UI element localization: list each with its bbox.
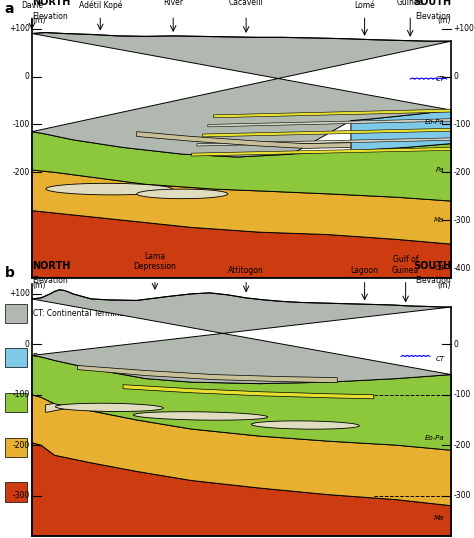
Text: -200: -200 — [454, 441, 471, 450]
Text: Eo-Pa: Eo-Pa — [425, 119, 445, 125]
Text: +100: +100 — [454, 24, 474, 33]
Polygon shape — [32, 395, 451, 506]
Text: SOUTH: SOUTH — [413, 0, 451, 7]
Text: Elevation: Elevation — [416, 276, 451, 285]
Text: -100: -100 — [454, 390, 471, 399]
Polygon shape — [137, 132, 351, 148]
Polygon shape — [123, 385, 374, 399]
Text: Elevation: Elevation — [32, 276, 68, 285]
Polygon shape — [208, 119, 451, 127]
Polygon shape — [191, 147, 451, 156]
Text: Adétil Kopé: Adétil Kopé — [79, 0, 122, 10]
Text: Eo: Eocene: Eo: Eocene — [33, 353, 75, 362]
Polygon shape — [32, 290, 451, 384]
Text: Ma: Ma — [434, 515, 445, 521]
Text: CT: CT — [435, 357, 445, 363]
Text: +100: +100 — [9, 289, 29, 299]
Text: Pa: Pa — [436, 167, 445, 173]
Bar — [5, 393, 27, 412]
Text: Eo-Pa: Eo-Pa — [425, 435, 445, 441]
Polygon shape — [32, 356, 451, 450]
Polygon shape — [32, 443, 451, 536]
Text: Elevation: Elevation — [32, 12, 68, 21]
Text: -200: -200 — [12, 441, 29, 450]
Polygon shape — [197, 138, 451, 146]
Text: a: a — [5, 2, 14, 16]
Text: b: b — [5, 266, 14, 280]
Text: CT: CT — [435, 76, 445, 82]
Polygon shape — [32, 33, 451, 157]
Text: 0: 0 — [273, 528, 277, 537]
Polygon shape — [46, 386, 319, 413]
Text: CT: Continental Terminal: CT: Continental Terminal — [33, 309, 127, 317]
Text: 0: 0 — [454, 340, 458, 349]
Bar — [190, 348, 212, 367]
Text: -100: -100 — [12, 390, 29, 399]
Text: Lomé: Lomé — [354, 1, 375, 10]
Bar — [190, 393, 212, 412]
Text: -100: -100 — [12, 120, 29, 129]
Text: Agouényivé
Cacavelli: Agouényivé Cacavelli — [224, 0, 269, 7]
Text: -200: -200 — [454, 168, 471, 177]
Text: Ma: Ma — [434, 217, 445, 223]
Text: Lagoon: Lagoon — [351, 266, 379, 275]
Bar — [190, 438, 212, 457]
Text: Lama
Depression: Lama Depression — [134, 252, 176, 271]
Text: -100: -100 — [454, 120, 471, 129]
Text: (m): (m) — [32, 16, 46, 25]
Bar — [190, 303, 212, 323]
Text: (m): (m) — [438, 281, 451, 290]
Text: CB: Crystalline basement: CB: Crystalline basement — [33, 487, 130, 497]
Text: -300: -300 — [454, 216, 471, 225]
Text: 5 km: 5 km — [365, 528, 384, 537]
Polygon shape — [32, 211, 451, 278]
Polygon shape — [351, 110, 451, 151]
Polygon shape — [202, 128, 451, 137]
Text: 0: 0 — [25, 72, 29, 81]
Text: Gulf of
Guinea: Gulf of Guinea — [392, 256, 419, 275]
Text: -200: -200 — [12, 168, 29, 177]
Text: -300: -300 — [12, 491, 29, 500]
Text: NORTH: NORTH — [32, 0, 70, 7]
Polygon shape — [213, 109, 451, 118]
Text: Zio
River: Zio River — [163, 0, 183, 7]
Polygon shape — [137, 189, 228, 199]
Text: -400: -400 — [454, 264, 471, 273]
Text: Sand and gravel: Sand and gravel — [218, 353, 281, 362]
Text: Elevation: Elevation — [416, 12, 451, 21]
Bar — [5, 483, 27, 501]
Text: Ma: Maestrichtian: Ma: Maestrichtian — [33, 443, 102, 452]
Polygon shape — [32, 132, 451, 201]
Text: +100: +100 — [9, 24, 29, 33]
Text: (m): (m) — [32, 281, 46, 290]
Text: Marl or marly limestone: Marl or marly limestone — [218, 443, 310, 452]
Text: Limestone: Limestone — [218, 398, 258, 407]
Text: -300: -300 — [454, 491, 471, 500]
Polygon shape — [55, 404, 164, 412]
Text: Pa: Palaeocene: Pa: Palaeocene — [33, 398, 91, 407]
Bar — [5, 438, 27, 457]
Text: NORTH: NORTH — [32, 261, 70, 271]
Polygon shape — [251, 421, 359, 429]
Text: 0: 0 — [25, 340, 29, 349]
Polygon shape — [32, 170, 451, 244]
Text: Attitogon: Attitogon — [228, 266, 264, 275]
Polygon shape — [133, 412, 268, 420]
Polygon shape — [46, 183, 173, 195]
Text: Gulf of
Guinea: Gulf of Guinea — [397, 0, 424, 7]
Text: Davié: Davié — [21, 1, 43, 10]
Text: (m): (m) — [438, 16, 451, 25]
Text: Sand and clay: Sand and clay — [218, 309, 272, 317]
Text: 2.5: 2.5 — [319, 528, 331, 537]
Polygon shape — [77, 365, 337, 383]
Text: SOUTH: SOUTH — [413, 261, 451, 271]
Bar — [5, 303, 27, 323]
Text: 0: 0 — [454, 72, 458, 81]
Bar — [5, 348, 27, 367]
Text: CB: CB — [435, 265, 445, 271]
